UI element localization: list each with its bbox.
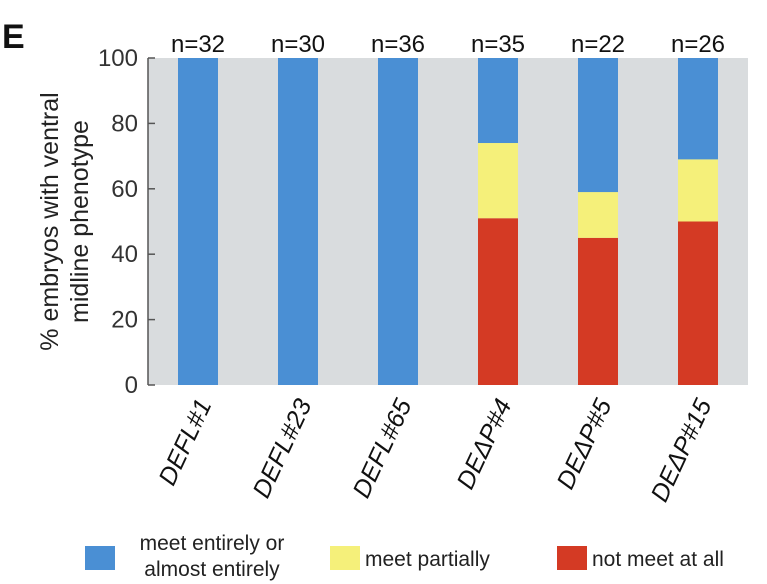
x-tick-label: DEFL#1 <box>153 395 217 490</box>
y-axis-label-line-2: midline phenotype <box>66 120 94 323</box>
sample-size-labels: n=32 n=30 n=36 n=35 n=22 n=26 <box>171 31 725 58</box>
panel-letter: E <box>2 18 25 56</box>
x-tick-label: DEFL#65 <box>347 395 417 503</box>
y-axis-label-line-1: % embryos with ventral <box>36 92 64 350</box>
legend: meet entirely or almost entirely meet part… <box>85 532 724 581</box>
n-label: n=35 <box>471 31 525 58</box>
legend-label: meet entirely or <box>140 532 285 555</box>
x-tick-label: DEΔP#4 <box>451 395 517 494</box>
plot-area <box>148 58 748 385</box>
bar-segment-2-category-6 <box>678 159 718 222</box>
y-tick-label: 80 <box>111 110 138 137</box>
n-label: n=26 <box>671 31 725 58</box>
bar-segment-1-category-5 <box>578 237 618 385</box>
bar-segment-3-category-5 <box>578 58 618 193</box>
y-tick-label: 60 <box>111 176 138 203</box>
bar-segment-3-category-1 <box>178 58 218 385</box>
bar-segment-2-category-5 <box>578 192 618 238</box>
x-axis-tick-labels: DEFL#1 DEFL#23 DEFL#65 DEΔP#4 DEΔP#5 DEΔP#15 <box>153 395 717 507</box>
bar-segment-3-category-2 <box>278 58 318 385</box>
y-tick-label: 40 <box>111 241 138 268</box>
n-label: n=36 <box>371 31 425 58</box>
bar-segment-3-category-4 <box>478 58 518 144</box>
x-tick-label: DEΔP#5 <box>551 395 617 494</box>
y-tick-label: 0 <box>125 372 138 399</box>
bars-group <box>178 58 718 385</box>
y-tick-label: 20 <box>111 307 138 334</box>
bar-segment-3-category-3 <box>378 58 418 385</box>
n-label: n=22 <box>571 31 625 58</box>
legend-swatch <box>557 546 587 570</box>
legend-label: meet partially <box>365 548 490 571</box>
legend-swatch <box>330 546 360 570</box>
x-tick-label: DEFL#23 <box>247 395 317 503</box>
bar-segment-3-category-6 <box>678 58 718 160</box>
n-label: n=30 <box>271 31 325 58</box>
n-label: n=32 <box>171 31 225 58</box>
bar-segment-2-category-4 <box>478 143 518 219</box>
legend-label: almost entirely <box>144 558 280 581</box>
y-axis-label: % embryos with ventral midline phenotype <box>36 92 94 350</box>
legend-label: not meet at all <box>592 548 724 571</box>
x-tick-label: DEΔP#15 <box>646 395 718 507</box>
bar-segment-1-category-4 <box>478 218 518 385</box>
legend-swatch <box>85 546 115 570</box>
bar-segment-1-category-6 <box>678 221 718 385</box>
y-axis: 0 20 40 60 80 100 <box>98 45 155 399</box>
y-tick-label: 100 <box>98 45 138 72</box>
